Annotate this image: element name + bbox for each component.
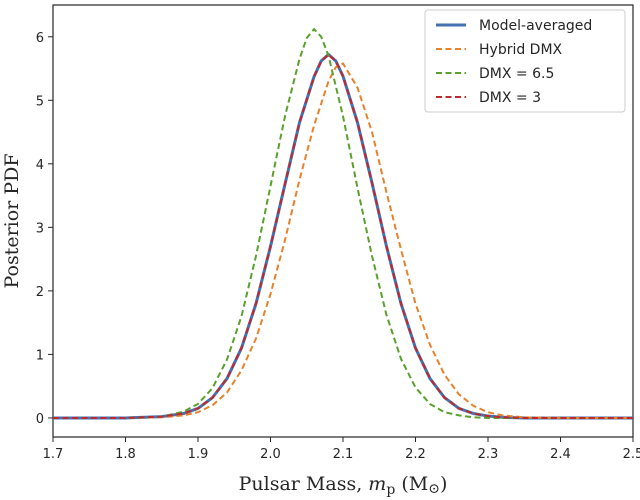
x-axis-title-math: m [368, 473, 386, 495]
x-axis-title-sun-symbol: ⊙ [428, 481, 440, 497]
x-tick-label-1-9: 1.9 [188, 447, 209, 462]
series-layer [53, 27, 633, 420]
x-tick-label-2-0: 2.0 [260, 447, 281, 462]
legend-label-hybrid-dmx: Hybrid DMX [479, 42, 563, 58]
x-tick-label-2-4: 2.4 [550, 447, 571, 462]
legend-box [424, 9, 626, 113]
x-axis-title-text: Pulsar Mass, [239, 473, 363, 495]
y-tick-label-0: 0 [36, 412, 44, 427]
x-tick-label-2-3: 2.3 [478, 447, 499, 462]
x-axis-title-unit-open: (M [395, 473, 428, 495]
y-tick-label-2: 2 [36, 285, 44, 300]
x-axis-title: Pulsar Mass, mp (M⊙) [239, 473, 448, 498]
y-axis-ticks: 0 1 2 3 4 5 6 [36, 31, 53, 427]
series-line-dmx-3 [53, 53, 633, 419]
x-tick-label-2-1: 2.1 [333, 447, 354, 462]
y-tick-label-4: 4 [36, 158, 44, 173]
x-axis-title-unit-close: ) [440, 473, 447, 495]
y-tick-label-5: 5 [36, 94, 44, 109]
y-tick-label-6: 6 [36, 31, 44, 46]
x-tick-label-1-8: 1.8 [115, 447, 136, 462]
x-tick-label-2-2: 2.2 [405, 447, 426, 462]
x-tick-label-1-7: 1.7 [43, 447, 64, 462]
series-line-hybrid-dmx [53, 62, 633, 419]
legend: Model-averaged Hybrid DMX DMX = 6.5 DMX … [424, 9, 626, 113]
x-axis-ticks: 1.7 1.8 1.9 2.0 2.1 2.2 2.3 2.4 2.5 [43, 437, 640, 462]
y-axis-title: Posterior PDF [1, 153, 23, 288]
x-axis-title-subscript: p [386, 482, 395, 498]
legend-label-model-averaged: Model-averaged [479, 18, 592, 34]
x-tick-label-2-5: 2.5 [623, 447, 640, 462]
legend-label-dmx-6-5: DMX = 6.5 [479, 66, 554, 82]
legend-label-dmx-3: DMX = 3 [479, 90, 541, 106]
series-line-dmx-6-5 [53, 27, 633, 419]
y-tick-label-3: 3 [36, 221, 44, 236]
y-tick-label-1: 1 [36, 348, 44, 363]
